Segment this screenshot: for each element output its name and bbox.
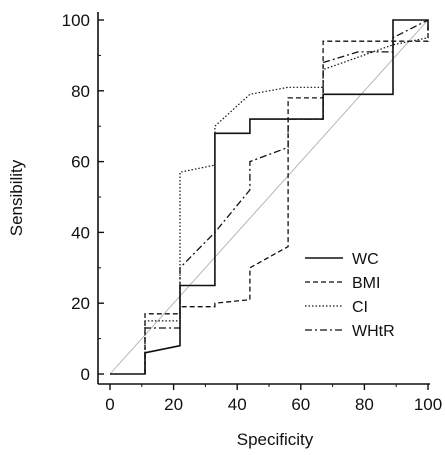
plot-area: 0 20 40 60 80 100 0 20 40 60 80 100 WC BMI CI WHtR: [62, 11, 443, 414]
reference-diagonal-line: [109, 19, 429, 375]
x-tick-label: 100: [414, 395, 442, 414]
y-tick-label: 0: [81, 365, 90, 384]
series-line-whtr: [144, 19, 429, 374]
y-tick-label: 40: [71, 223, 90, 242]
series-line-ci: [144, 34, 429, 374]
legend-label-ci: CI: [352, 299, 368, 316]
legend-label-wc: WC: [352, 251, 379, 268]
x-tick-label: 80: [355, 395, 374, 414]
legend-label-bmi: BMI: [352, 275, 380, 292]
y-tick-label: 100: [62, 11, 90, 30]
x-tick-label: 20: [164, 395, 183, 414]
y-tick-label: 20: [71, 294, 90, 313]
x-tick-label: 0: [105, 395, 114, 414]
y-axis-label: Sensibility: [7, 159, 26, 236]
x-axis-label: Specificity: [237, 430, 314, 449]
y-tick-label: 80: [71, 82, 90, 101]
x-tick-label: 60: [291, 395, 310, 414]
x-tick-label: 40: [228, 395, 247, 414]
y-tick-label: 60: [71, 153, 90, 172]
series-line-bmi: [144, 27, 429, 374]
legend-label-whtr: WHtR: [352, 323, 395, 340]
